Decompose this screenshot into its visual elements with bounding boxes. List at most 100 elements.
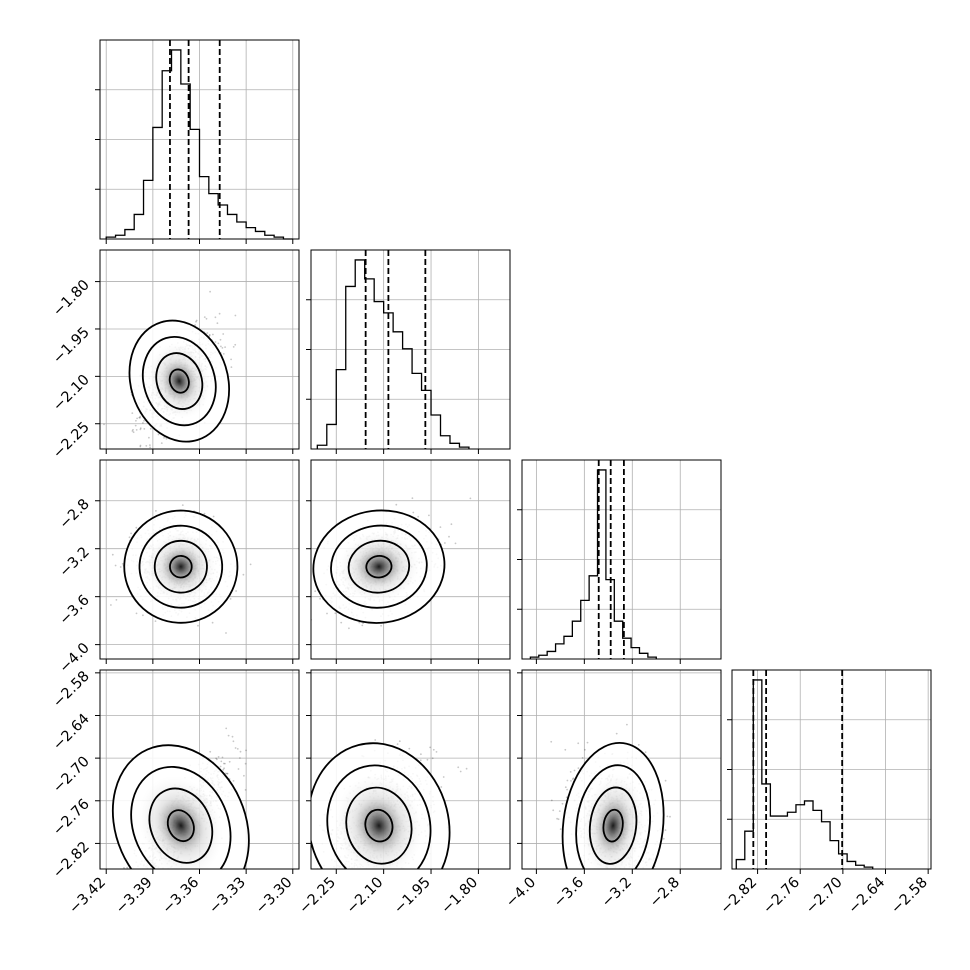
scatter-point xyxy=(450,523,453,526)
scatter-point xyxy=(174,878,176,880)
scatter-point xyxy=(236,748,239,750)
scatter-point xyxy=(146,874,148,876)
scatter-point xyxy=(598,890,600,892)
scatter-point xyxy=(226,772,229,775)
scatter-point xyxy=(131,430,134,432)
scatter-point xyxy=(124,874,126,876)
scatter-point xyxy=(398,740,401,743)
scatter-point xyxy=(135,429,138,431)
scatter-point xyxy=(376,872,378,874)
scatter-point xyxy=(118,874,120,876)
scatter-point xyxy=(119,887,121,889)
scatter-point xyxy=(150,483,152,485)
scatter-point xyxy=(349,880,351,882)
scatter-point xyxy=(357,870,359,872)
scatter-point xyxy=(402,883,404,885)
scatter-point xyxy=(242,573,245,576)
scatter-point xyxy=(159,869,161,871)
panel-frame xyxy=(521,459,722,660)
scatter-point xyxy=(126,884,128,886)
scatter-point xyxy=(156,875,158,877)
scatter-point xyxy=(648,890,650,892)
scatter-point xyxy=(126,884,128,886)
scatter-point xyxy=(637,881,639,883)
scatter-point xyxy=(339,898,341,900)
scatter-point xyxy=(351,878,353,880)
scatter-point xyxy=(333,893,335,895)
scatter-point xyxy=(237,768,240,770)
scatter-panel-1-0 xyxy=(99,249,300,485)
scatter-point xyxy=(315,871,317,873)
scatter-point xyxy=(218,312,221,315)
contour-line xyxy=(141,335,217,427)
scatter-point xyxy=(374,739,377,741)
scatter-point xyxy=(341,872,343,874)
scatter-point xyxy=(308,919,310,921)
contour-line xyxy=(345,786,413,865)
scatter-point xyxy=(245,749,247,752)
scatter-point xyxy=(352,881,354,883)
scatter-point xyxy=(432,874,434,876)
scatter-point xyxy=(345,875,347,877)
scatter-point xyxy=(373,904,375,906)
scatter-point xyxy=(581,757,584,759)
scatter-point xyxy=(420,753,422,756)
scatter-point xyxy=(157,883,159,885)
scatter-point xyxy=(609,878,611,880)
scatter-point xyxy=(148,905,150,907)
scatter-point xyxy=(105,879,107,881)
scatter-point xyxy=(342,893,344,895)
scatter-point xyxy=(230,358,233,361)
scatter-point xyxy=(115,599,118,601)
scatter-point xyxy=(135,526,138,529)
scatter-point xyxy=(552,809,555,812)
scatter-point xyxy=(135,612,138,615)
scatter-point xyxy=(118,890,120,892)
scatter-point xyxy=(347,887,349,889)
scatter-point xyxy=(224,346,227,348)
scatter-point xyxy=(615,876,617,878)
scatter-point xyxy=(342,889,344,891)
scatter-inner xyxy=(97,670,299,933)
scatter-point xyxy=(114,564,117,567)
scatter-point xyxy=(212,333,214,336)
scatter-point xyxy=(222,353,225,355)
scatter-point xyxy=(316,872,318,874)
scatter-point xyxy=(139,444,142,447)
scatter-point xyxy=(394,898,396,900)
scatter-point xyxy=(142,614,144,617)
scatter-point xyxy=(330,902,332,904)
hist-panel-1 xyxy=(306,249,511,450)
scatter-point xyxy=(141,873,143,875)
scatter-point xyxy=(157,433,160,436)
scatter-point xyxy=(215,757,218,760)
scatter-point xyxy=(395,503,398,506)
scatter-point xyxy=(138,872,140,874)
scatter-point xyxy=(165,437,168,440)
scatter-inner xyxy=(308,670,510,926)
scatter-point xyxy=(428,514,430,517)
scatter-point xyxy=(340,924,342,926)
scatter-point xyxy=(111,914,113,916)
scatter-inner xyxy=(311,460,510,659)
scatter-point xyxy=(566,876,568,878)
scatter-point xyxy=(343,889,345,891)
scatter-point xyxy=(454,542,457,545)
scatter-point xyxy=(97,931,99,933)
scatter-point xyxy=(121,931,123,933)
scatter-point xyxy=(365,871,367,873)
hist-panel-0 xyxy=(95,39,300,240)
scatter-point xyxy=(220,760,223,763)
scatter-point xyxy=(442,776,445,778)
scatter-point xyxy=(206,332,209,334)
panels-layer: −3.42 −3.39 −3.36 −3.33 −3.30 −2.25 −2.10 −1.95… xyxy=(50,39,932,933)
scatter-point xyxy=(119,566,122,568)
scatter-point xyxy=(395,896,397,898)
scatter-point xyxy=(232,346,235,348)
scatter-point xyxy=(596,896,598,898)
scatter-point xyxy=(154,620,157,622)
scatter-point xyxy=(114,881,116,883)
contour-line xyxy=(111,744,250,869)
scatter-panel-3-0 xyxy=(97,669,300,933)
scatter-point xyxy=(348,627,350,630)
